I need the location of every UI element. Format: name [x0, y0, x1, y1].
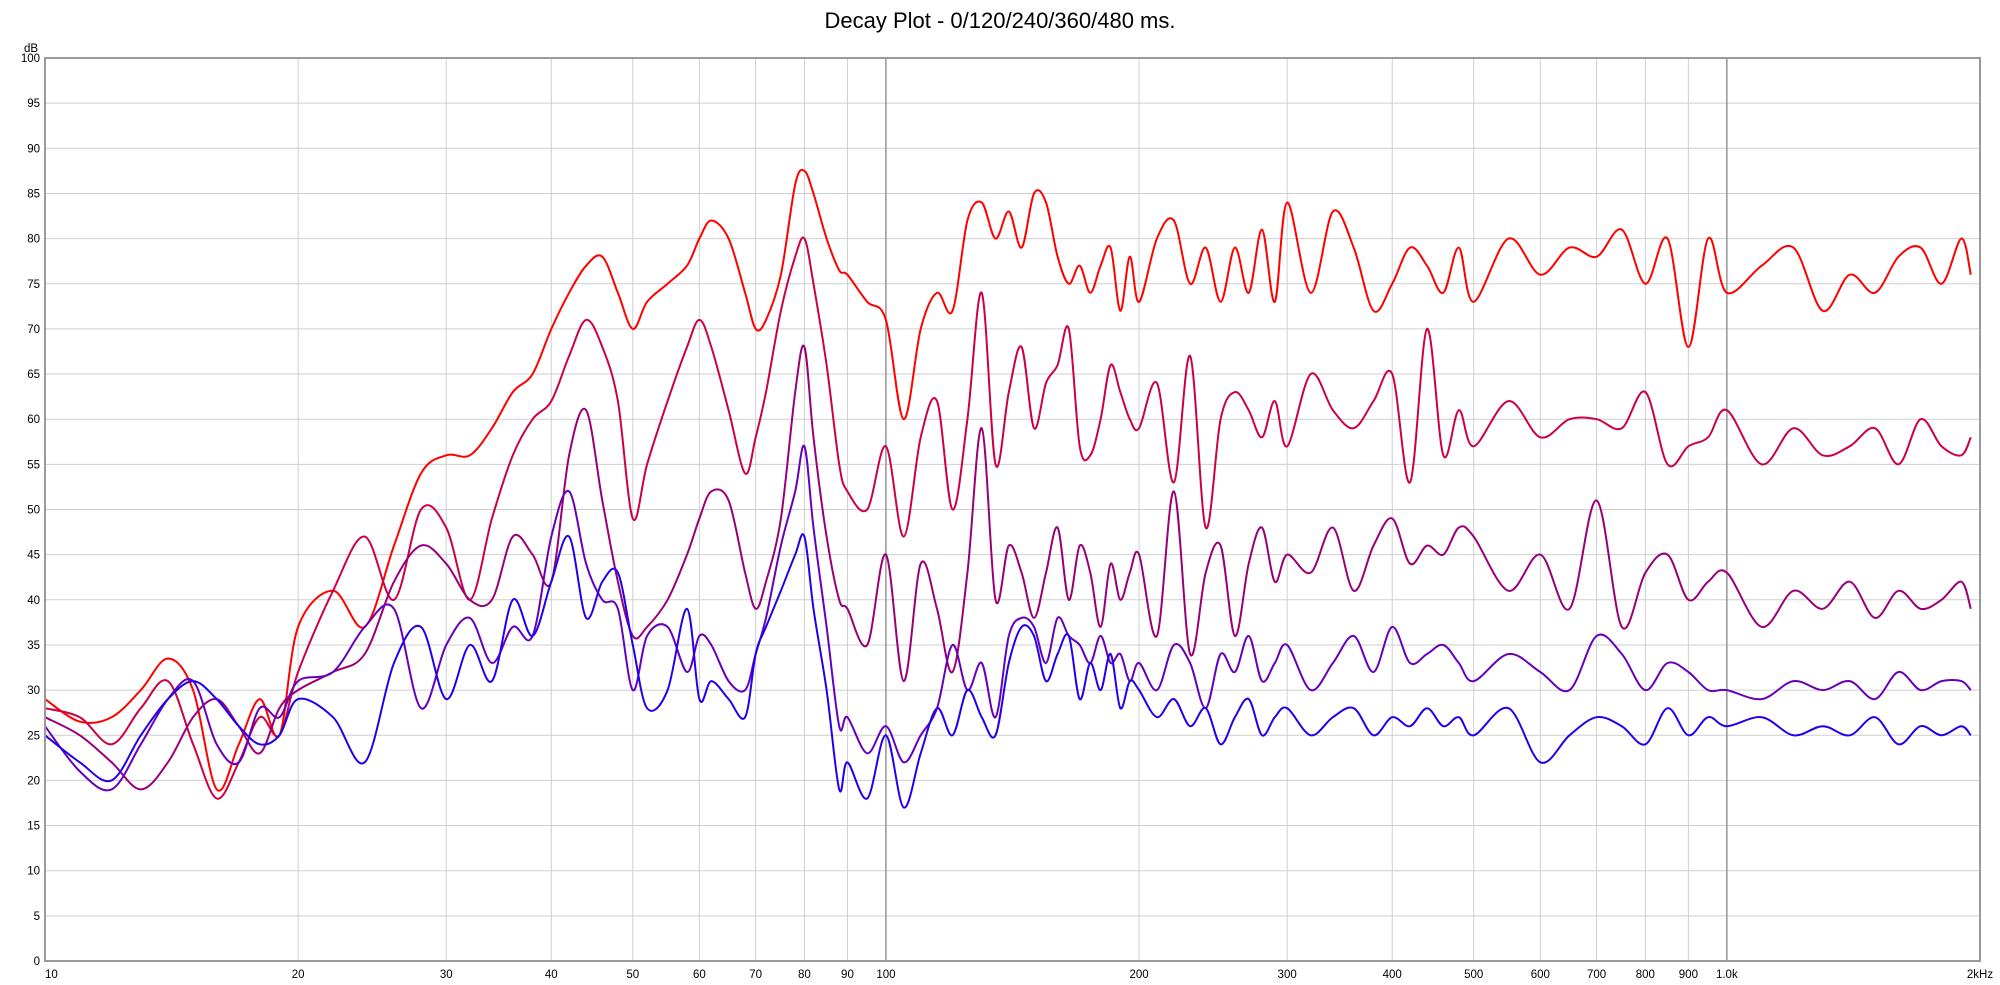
y-tick-label: 30	[27, 685, 40, 697]
plot-frame	[44, 57, 1981, 962]
series-line-2	[44, 236, 1972, 800]
x-tick-label: 900	[1679, 969, 1698, 981]
x-tick-label: 800	[1636, 969, 1655, 981]
x-unit-label: 2kHz	[1967, 969, 1993, 981]
x-tick-label: 300	[1278, 969, 1297, 981]
y-tick-label: 40	[27, 595, 40, 607]
y-tick-label: 65	[27, 369, 40, 381]
x-axis-labels: 10 20 30 40 50 60 70 80 90 100 200 300 400 500 600 700 8…	[45, 969, 1738, 981]
y-tick-label: 15	[27, 821, 40, 833]
x-tick-label: 400	[1383, 969, 1402, 981]
y-tick-label: 55	[27, 459, 40, 471]
y-unit-label: dB	[24, 43, 38, 55]
series-layer	[44, 168, 1972, 809]
x-tick-label: 70	[749, 969, 762, 981]
y-tick-label: 45	[27, 550, 40, 562]
y-tick-label: 75	[27, 279, 40, 291]
x-tick-label: 500	[1464, 969, 1483, 981]
series-line-5	[44, 533, 1972, 809]
y-axis-labels: 0 5 10 15 20 25 30 35 40 45 50 55 60 65 70 75 80 85 90 95 10…	[21, 53, 40, 968]
y-tick-label: 90	[27, 143, 40, 155]
y-tick-label: 10	[27, 866, 40, 878]
y-tick-label: 60	[27, 414, 40, 426]
series-line-3	[44, 344, 1972, 791]
x-tick-label: 50	[626, 969, 639, 981]
x-tick-label: 600	[1531, 969, 1550, 981]
y-tick-label: 20	[27, 775, 40, 787]
x-tick-label: 20	[292, 969, 305, 981]
series-line-4	[44, 444, 1972, 792]
y-tick-label: 100	[21, 53, 40, 65]
x-tick-label: 10	[45, 969, 58, 981]
series-line-1	[44, 168, 1972, 792]
y-tick-label: 80	[27, 234, 40, 246]
chart-title: Decay Plot - 0/120/240/360/480 ms.	[824, 8, 1176, 33]
x-tick-label: 60	[693, 969, 706, 981]
y-tick-label: 50	[27, 505, 40, 517]
y-tick-label: 0	[34, 956, 40, 968]
x-tick-label: 30	[440, 969, 453, 981]
x-tick-label: 1.0k	[1716, 969, 1738, 981]
y-tick-label: 85	[27, 188, 40, 200]
x-tick-label: 200	[1129, 969, 1148, 981]
x-tick-label: 90	[841, 969, 854, 981]
y-tick-label: 70	[27, 324, 40, 336]
grid	[45, 57, 1980, 962]
y-tick-label: 25	[27, 730, 40, 742]
y-tick-label: 5	[34, 911, 40, 923]
y-tick-label: 35	[27, 640, 40, 652]
y-tick-label: 95	[27, 98, 40, 110]
x-tick-label: 700	[1587, 969, 1606, 981]
x-tick-label: 80	[798, 969, 811, 981]
x-tick-label: 100	[876, 969, 895, 981]
x-tick-label: 40	[545, 969, 558, 981]
